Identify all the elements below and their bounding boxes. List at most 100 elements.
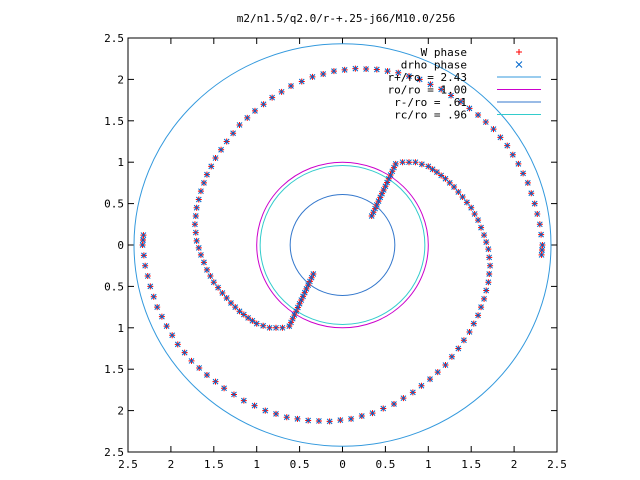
drho-phase-point	[449, 353, 455, 360]
drho-phase-point	[524, 180, 531, 186]
drho-phase-point	[400, 395, 407, 402]
drho-phase-point	[482, 119, 489, 125]
drho-phase-point	[192, 221, 198, 228]
drho-phase-point	[485, 246, 492, 252]
legend-marker-drho	[515, 61, 523, 68]
drho-phase-point	[539, 242, 546, 248]
drho-phase-point	[269, 94, 275, 101]
plot-frame	[127, 37, 558, 453]
drho-phase-point	[380, 405, 387, 412]
legend-label: r-/ro = .61	[394, 96, 467, 109]
drho-phase-point	[406, 73, 412, 79]
drho-phase-point	[434, 369, 441, 375]
axis-ticks: 2.5 2 1.5 1 0.5 0 0.5 1 1.5 2 2.52.521.510.500.511…	[104, 32, 567, 471]
drho-phase-point	[273, 324, 279, 331]
legend-label: rc/ro = .96	[394, 109, 467, 122]
y-tick-label: 0	[117, 239, 124, 252]
x-tick-label: 2.5	[118, 458, 138, 471]
legend-label: r+/ro = 2.43	[388, 71, 467, 84]
y-tick-label: 2.5	[104, 446, 124, 459]
drho-phase-point	[204, 372, 210, 378]
drho-phase-point	[288, 83, 294, 89]
legend-label: ro/ro = 1.00	[388, 84, 467, 97]
drho-phase-point	[538, 231, 544, 238]
drho-phase-point	[298, 78, 305, 85]
drho-phase-point	[204, 171, 210, 178]
x-tick-label: 1.5	[204, 458, 224, 471]
drho-phase-point	[310, 271, 317, 277]
drho-phase-point	[475, 312, 481, 319]
drho-phase-point	[198, 252, 204, 258]
reference-circles	[133, 43, 552, 447]
drho-phase-point	[232, 304, 239, 310]
drho-phase-point	[438, 86, 445, 93]
drho-phase-point	[348, 416, 354, 422]
drho-phase-point	[309, 74, 316, 80]
drho-phase-point	[438, 172, 445, 179]
x-tick-label: 0	[339, 458, 346, 471]
drho-phase-point	[139, 242, 146, 248]
data-points	[139, 65, 546, 425]
drho-phase-point	[446, 180, 453, 186]
drho-phase-point	[273, 411, 279, 417]
drho-phase-point	[468, 204, 475, 211]
reference-circle	[259, 165, 426, 325]
drho-phase-point	[406, 159, 412, 166]
drho-phase-point	[478, 224, 484, 231]
chart-title: m2/n1.5/q2.0/r-+.25-j66/M10.0/256	[237, 12, 456, 25]
drho-phase-point	[442, 362, 449, 368]
drho-phase-point	[150, 293, 157, 300]
y-tick-label: 2	[117, 73, 124, 86]
drho-phase-point	[212, 155, 219, 161]
drho-phase-point	[240, 311, 247, 318]
drho-phase-point	[509, 151, 516, 158]
drho-phase-point	[368, 213, 375, 219]
drho-phase-point	[412, 159, 419, 166]
drho-phase-point	[458, 98, 464, 105]
x-tick-label: 2	[168, 458, 175, 471]
drho-phase-point	[192, 229, 199, 236]
y-tick-label: 0.5	[104, 198, 124, 211]
drho-phase-point	[245, 315, 251, 321]
drho-phase-point	[228, 300, 234, 306]
drho-phase-point	[278, 88, 285, 95]
drho-phase-point	[212, 378, 219, 385]
legend-label: drho phase	[401, 59, 467, 72]
drho-phase-point	[326, 418, 333, 425]
drho-phase-point	[251, 402, 258, 409]
drho-phase-point	[455, 345, 462, 352]
drho-phase-point	[201, 259, 207, 266]
x-tick-label: 2.5	[547, 458, 567, 471]
drho-phase-point	[320, 71, 327, 77]
drho-phase-point	[236, 122, 243, 128]
drho-phase-point	[466, 105, 473, 112]
drho-phase-point	[451, 184, 457, 190]
x-tick-label: 1	[253, 458, 260, 471]
drho-phase-point	[193, 204, 200, 211]
drho-phase-point	[210, 279, 217, 286]
drho-phase-point	[207, 273, 214, 279]
drho-phase-point	[279, 324, 286, 331]
drho-phase-point	[252, 108, 258, 114]
drho-phase-point	[188, 358, 195, 364]
reference-circle	[133, 43, 552, 447]
x-tick-label: 0.5	[290, 458, 310, 471]
drho-phase-point	[236, 308, 243, 315]
drho-phase-point	[434, 169, 440, 175]
drho-phase-point	[262, 407, 269, 414]
y-tick-label: 0.5	[104, 280, 124, 293]
drho-phase-point	[471, 211, 478, 217]
drho-phase-point	[144, 273, 151, 279]
drho-phase-point	[539, 247, 545, 253]
x-tick-label: 2	[511, 458, 518, 471]
reference-circle	[256, 161, 429, 329]
drho-phase-point	[154, 304, 161, 310]
drho-phase-point	[442, 175, 449, 182]
drho-phase-point	[486, 254, 493, 261]
drho-phase-point	[195, 245, 202, 251]
drho-phase-point	[260, 101, 267, 108]
drho-phase-point	[283, 414, 290, 421]
drho-phase-point	[244, 115, 251, 121]
drho-phase-point	[448, 92, 454, 99]
